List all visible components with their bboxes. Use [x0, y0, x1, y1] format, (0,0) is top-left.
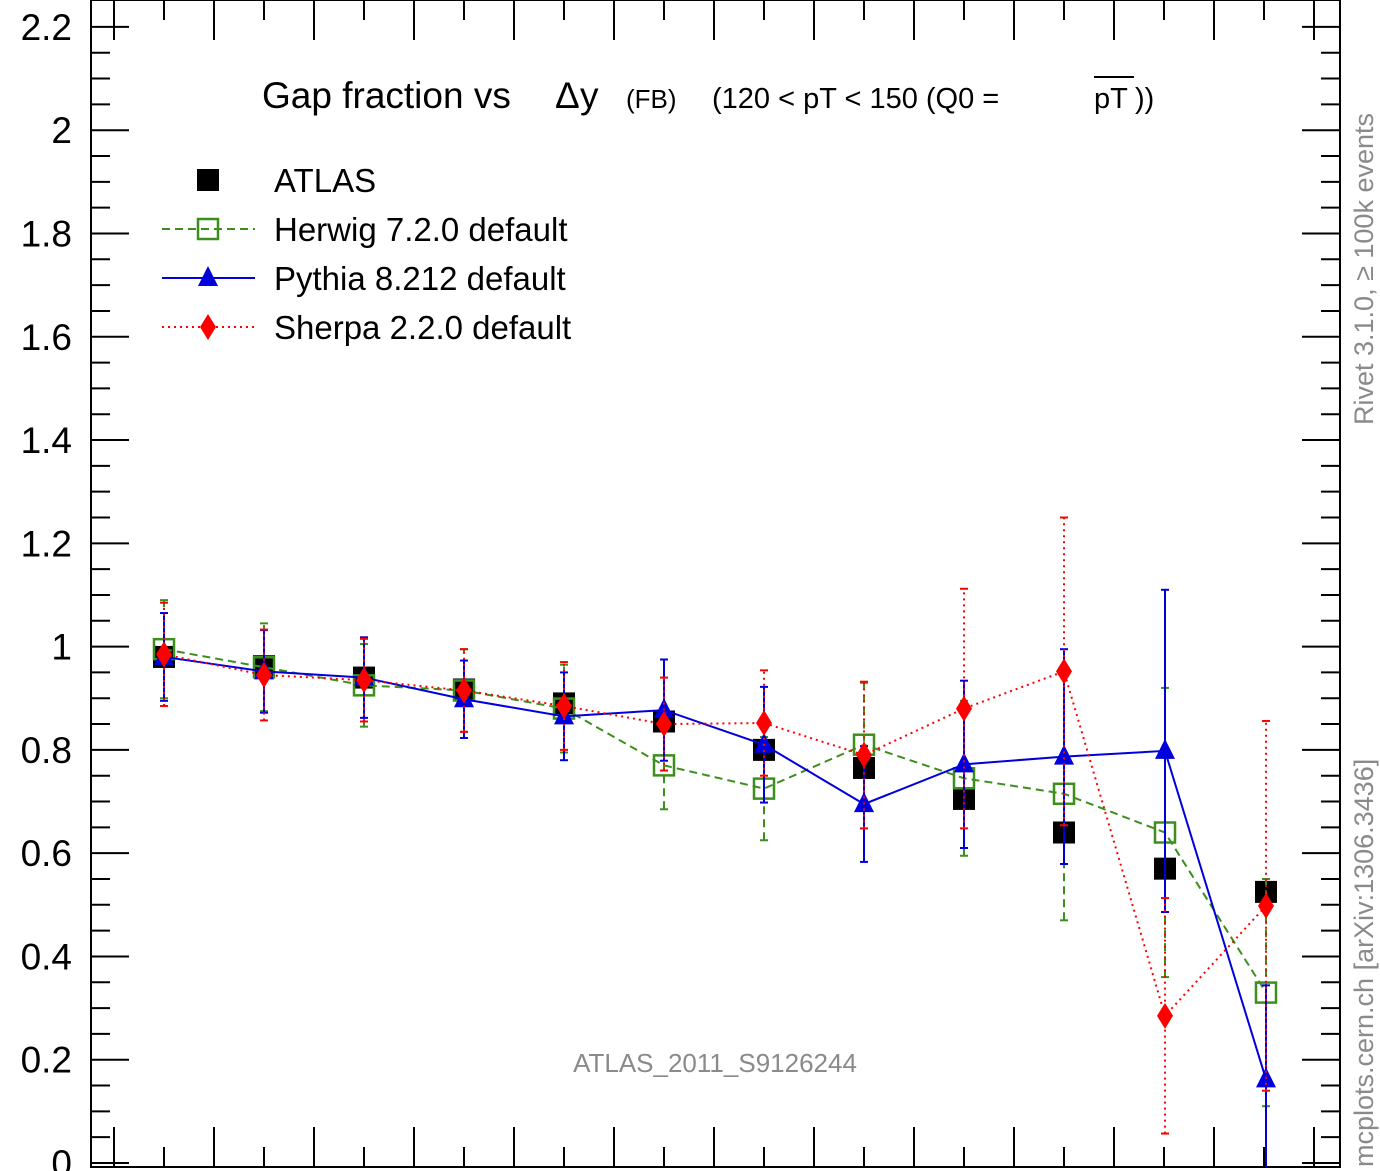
data-point: [356, 667, 372, 694]
data-point: [1155, 738, 1175, 759]
plot-border: [90, 0, 1341, 1168]
y-tick-label: 0.2: [21, 1040, 72, 1081]
data-point: [1258, 892, 1274, 919]
data-point: [654, 698, 674, 719]
series-sherpa: [156, 516, 1274, 1135]
data-point: [198, 266, 218, 286]
title-variable: y: [580, 75, 599, 116]
y-tick-label: 2: [51, 110, 72, 151]
data-point: [200, 314, 216, 340]
legend-label: ATLAS: [274, 162, 376, 199]
data-point: [1056, 658, 1072, 685]
series-herwig: [152, 599, 1278, 1108]
title-cut-text: (120 < pT < 150 (Q0 =: [712, 83, 999, 115]
legend-label: Herwig 7.2.0 default: [274, 211, 568, 248]
data-point: [256, 662, 272, 689]
plot-frame: [90, 0, 1341, 1168]
title-cut-overline: pT: [1094, 83, 1128, 115]
legend-label: Sherpa 2.2.0 default: [274, 309, 571, 346]
title-cut-close: )): [1135, 83, 1154, 115]
title-text: Gap fraction vs: [262, 75, 511, 116]
data-series: [152, 516, 1278, 1167]
data-point: [854, 792, 874, 813]
data-point: [754, 732, 774, 753]
data-point: [956, 695, 972, 722]
data-point: [1054, 744, 1074, 765]
side-label-rivet: Rivet 3.1.0, ≥ 100k events: [1349, 113, 1379, 425]
legend-label: Pythia 8.212 default: [274, 260, 566, 297]
series-line: [163, 653, 1267, 1018]
data-point: [856, 742, 872, 769]
y-tick-label: 0: [51, 1143, 72, 1171]
data-point: [756, 710, 772, 737]
analysis-watermark: ATLAS_2011_S9126244: [573, 1048, 857, 1078]
data-point: [196, 217, 220, 241]
y-tick-label: 1.2: [21, 523, 72, 564]
y-tick-label: 0.4: [21, 936, 72, 977]
data-point: [1157, 1002, 1173, 1029]
series-line: [163, 655, 1267, 1080]
data-point: [197, 169, 219, 191]
legend: ATLAS Herwig 7.2.0 default Pythia 8.212 de…: [162, 162, 571, 346]
y-tick-label: 2.2: [21, 7, 72, 48]
series-line: [163, 648, 1267, 994]
data-point: [456, 677, 472, 704]
side-label-mcplots: mcplots.cern.ch [arXiv:1306.3436]: [1349, 759, 1379, 1167]
y-tick-label: 1.6: [21, 317, 72, 358]
data-point: [656, 711, 672, 738]
y-tick-label: 1.8: [21, 213, 72, 254]
data-point: [556, 692, 572, 719]
title-delta-symbol: Δ: [555, 75, 580, 116]
chart-title: Gap fraction vs Δ y (FB) (120 < pT < 150…: [262, 75, 1154, 116]
y-tick-label: 1.4: [21, 420, 72, 461]
series-atlas: [153, 645, 1277, 903]
title-fb-tag: (FB): [626, 84, 677, 114]
y-tick-label: 1: [51, 627, 72, 668]
y-tick-label: 0.6: [21, 833, 72, 874]
y-axis-tick-labels: 0 0.2 0.4 0.6 0.8 1 1.2 1.4 1.6 1.8 2 2.2: [21, 7, 72, 1171]
y-tick-label: 0.8: [21, 730, 72, 771]
data-point: [156, 641, 172, 668]
